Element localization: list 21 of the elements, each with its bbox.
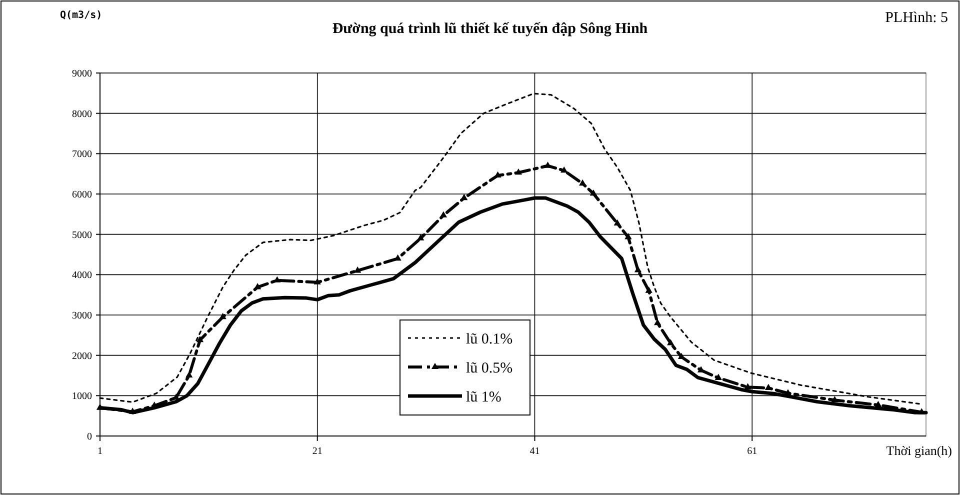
x-tick-label: 41	[530, 446, 540, 457]
x-tick-label: 1	[98, 446, 102, 457]
y-tick-label: 9000	[72, 68, 92, 80]
x-axis-title: Thời gian(h)	[886, 443, 952, 458]
y-tick-label: 0	[87, 432, 92, 442]
y-tick-label: 5000	[72, 230, 92, 241]
legend-label: lũ 0.5%	[466, 360, 513, 376]
legend-label: lũ 0.1%	[466, 331, 513, 348]
x-tick-label: 61	[747, 446, 758, 457]
y-tick-label: 6000	[72, 190, 92, 200]
y-tick-label: 7000	[72, 149, 92, 160]
y-tick-label: 4000	[72, 270, 92, 282]
y-tick-label: 1000	[72, 391, 92, 402]
chart-title: Đường quá trình lũ thiết kế tuyến đập Sông Hinh	[332, 21, 648, 37]
legend-label: lũ 1%	[466, 389, 502, 406]
y-tick-label: 2000	[72, 350, 92, 362]
y-tick-label: 3000	[72, 310, 92, 322]
y-tick-label: 8000	[72, 108, 92, 120]
text: PLHình: 5	[885, 10, 948, 26]
x-tick-label: 21	[312, 446, 322, 457]
y-axis-title: Q(m3/s)	[60, 10, 102, 21]
